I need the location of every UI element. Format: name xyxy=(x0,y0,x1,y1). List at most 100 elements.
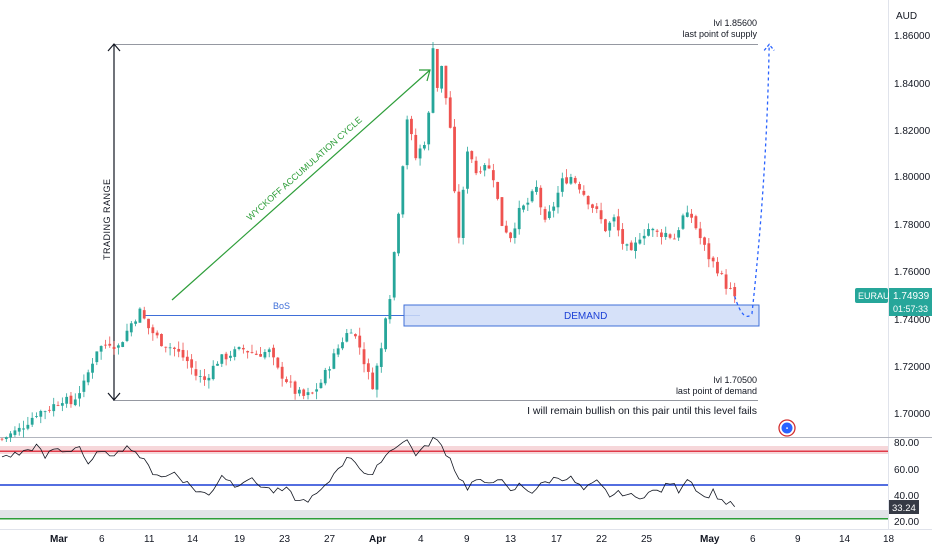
candle xyxy=(306,392,310,396)
candle xyxy=(569,177,573,184)
candle xyxy=(328,369,331,371)
candle xyxy=(621,229,625,244)
candle xyxy=(733,287,737,297)
candle xyxy=(129,323,133,333)
candle xyxy=(112,346,116,349)
candle xyxy=(522,205,525,210)
economic-event-icon[interactable]: • xyxy=(778,419,796,437)
bullish-note: I will remain bullish on this pair until… xyxy=(527,405,757,417)
time-label-6b: 6 xyxy=(750,534,756,545)
candle xyxy=(272,347,275,358)
candle xyxy=(470,151,474,160)
time-label-17: 17 xyxy=(551,534,563,545)
candle xyxy=(371,372,375,390)
time-label-19: 19 xyxy=(234,534,246,545)
candle xyxy=(147,318,150,329)
candle xyxy=(513,228,517,238)
candle xyxy=(52,404,56,412)
candle xyxy=(181,349,185,358)
candle xyxy=(608,222,612,231)
rsi-axis[interactable]: 80.00 60.00 40.00 20.00 xyxy=(894,438,919,528)
rsi-line[interactable] xyxy=(1,436,736,508)
candle xyxy=(160,333,163,347)
candle xyxy=(487,165,491,169)
candle xyxy=(629,242,633,251)
candle xyxy=(168,347,172,349)
candle xyxy=(82,380,86,392)
candle xyxy=(315,389,319,392)
projection-path[interactable] xyxy=(734,44,770,318)
candle xyxy=(263,352,267,358)
time-label-apr: Apr xyxy=(369,534,386,545)
wyckoff-arrow[interactable] xyxy=(171,69,431,301)
rsi-value-tag[interactable]: 33.24 xyxy=(889,500,919,514)
candle xyxy=(108,343,112,346)
candle xyxy=(634,242,637,251)
price-tick-1.84000: 1.84000 xyxy=(894,79,931,90)
candle xyxy=(500,197,504,226)
candle xyxy=(461,189,465,238)
candle xyxy=(297,389,301,394)
symbol-price-tag[interactable]: EURAUD xyxy=(855,288,897,303)
candle xyxy=(604,219,607,232)
candle xyxy=(543,209,547,220)
candle xyxy=(241,347,245,350)
candle xyxy=(43,411,47,413)
candle xyxy=(289,381,293,383)
candle xyxy=(414,134,418,159)
current-price-value: 1.74939 xyxy=(893,291,930,302)
time-label-6: 6 xyxy=(99,534,105,545)
candle xyxy=(177,348,181,352)
svg-text:•: • xyxy=(786,427,788,433)
time-label-13: 13 xyxy=(505,534,517,545)
candle xyxy=(121,342,125,347)
candle xyxy=(647,228,650,236)
rsi-current-value: 33.24 xyxy=(892,503,916,514)
candle xyxy=(612,217,616,222)
candle xyxy=(565,177,569,184)
candle xyxy=(302,389,306,396)
candle xyxy=(203,376,206,380)
candle xyxy=(220,354,224,364)
candle xyxy=(677,230,681,238)
time-label-25: 25 xyxy=(641,534,653,545)
candle xyxy=(250,352,254,353)
candle xyxy=(164,346,168,348)
candle xyxy=(530,191,534,202)
candle xyxy=(91,363,94,373)
candle xyxy=(672,238,676,240)
candlestick-series[interactable] xyxy=(0,41,737,447)
candle xyxy=(332,353,336,369)
candle xyxy=(625,244,629,246)
candle xyxy=(341,342,344,349)
trading-range-arrow[interactable] xyxy=(107,43,121,401)
candle xyxy=(427,112,431,145)
candle xyxy=(155,332,159,336)
candle xyxy=(720,273,724,274)
candle xyxy=(707,243,711,260)
candle xyxy=(366,363,370,372)
candle xyxy=(431,48,435,113)
candle xyxy=(151,327,155,334)
candle xyxy=(104,344,107,346)
candle xyxy=(552,206,556,211)
candle xyxy=(642,235,646,239)
candle xyxy=(56,405,60,406)
time-label-11: 11 xyxy=(144,534,155,545)
candle xyxy=(375,365,379,390)
rsi-tick-80: 80.00 xyxy=(894,438,919,449)
current-price-tag[interactable]: 1.74939 01:57:33 xyxy=(889,288,932,316)
candle xyxy=(578,183,581,190)
time-axis[interactable]: Mar 6 11 14 19 23 27 Apr 4 9 13 17 22 25… xyxy=(50,534,895,545)
candle xyxy=(453,126,456,192)
demand-level-caption: last point of demand xyxy=(676,386,757,396)
time-label-14: 14 xyxy=(187,534,199,545)
price-axis[interactable]: 1.86000 1.84000 1.82000 1.80000 1.78000 … xyxy=(894,31,931,420)
demand-zone[interactable] xyxy=(403,304,760,327)
candle xyxy=(440,65,444,89)
time-label-may: May xyxy=(700,534,720,545)
time-label-18: 18 xyxy=(883,534,895,545)
candle xyxy=(17,427,21,432)
